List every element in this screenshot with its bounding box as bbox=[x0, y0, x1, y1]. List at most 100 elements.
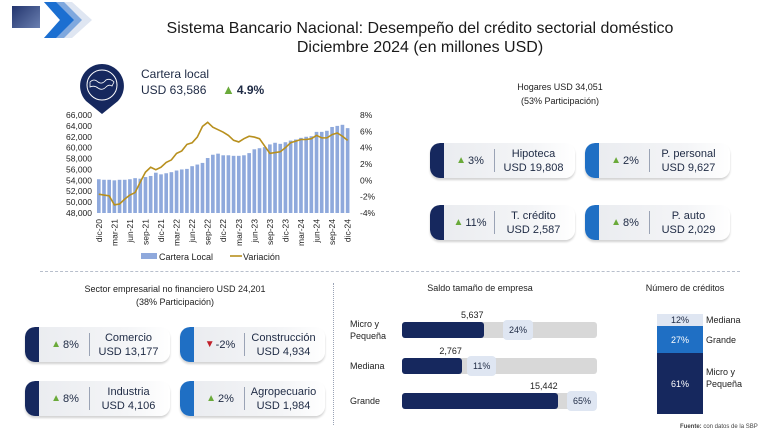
cartera-bar bbox=[252, 149, 257, 213]
y-left-tick: 52,000 bbox=[66, 186, 92, 196]
card-pct: 3% bbox=[468, 154, 484, 167]
cartera-bar bbox=[205, 158, 210, 213]
creditos-segment-label: 12% bbox=[670, 315, 689, 325]
cartera-bar bbox=[268, 144, 272, 213]
cartera-bar bbox=[262, 147, 267, 213]
cartera-bar bbox=[97, 179, 101, 213]
hogares-title: Hogares USD 34,051 bbox=[517, 82, 603, 92]
card-separator bbox=[494, 149, 495, 172]
saldo-category: Mediana bbox=[350, 361, 385, 371]
card-cap bbox=[430, 205, 444, 240]
cartera-bar bbox=[143, 177, 148, 213]
card-separator bbox=[494, 211, 495, 234]
card-pct: 2% bbox=[218, 392, 234, 405]
cartera-bar bbox=[288, 140, 293, 213]
card-amount: USD 4,106 bbox=[101, 400, 156, 412]
card-change: ▲ 2% bbox=[198, 381, 242, 416]
cartera-bar bbox=[309, 136, 314, 213]
empresarial-card: ▲ 2% Agropecuario USD 1,984 bbox=[180, 381, 325, 416]
card-change: ▼ -2% bbox=[198, 327, 242, 362]
logo-chevron-icon bbox=[44, 2, 94, 38]
legend-variacion: Variación bbox=[243, 252, 280, 262]
creditos-segment: 27% bbox=[657, 326, 703, 353]
empresarial-card: ▼ -2% Construcción USD 4,934 bbox=[180, 327, 325, 362]
saldo-value-label: 15,442 bbox=[530, 381, 558, 391]
cartera-bar bbox=[117, 179, 122, 213]
variacion-line bbox=[98, 121, 349, 206]
x-tick: mar-24 bbox=[296, 219, 306, 246]
card-change: ▲ 11% bbox=[448, 205, 492, 240]
cartera-bar bbox=[221, 155, 226, 213]
divider-horizontal bbox=[40, 271, 740, 272]
x-tick: jun-23 bbox=[249, 219, 259, 244]
cartera-bar bbox=[195, 164, 200, 213]
cartera-bar bbox=[174, 170, 179, 213]
creditos-segment-label: 61% bbox=[670, 378, 689, 389]
saldo-share-badge: 24% bbox=[503, 320, 534, 340]
cartera-bar bbox=[138, 178, 143, 213]
cartera-bar bbox=[304, 136, 308, 213]
cartera-bar bbox=[164, 173, 169, 213]
card-amount: USD 4,934 bbox=[256, 346, 311, 358]
x-tick: mar-21 bbox=[109, 219, 119, 246]
cartera-bar bbox=[200, 162, 205, 213]
hogares-card: ▲ 8% P. auto USD 2,029 bbox=[585, 205, 730, 240]
up-arrow-icon: ▲ bbox=[206, 393, 216, 404]
cartera-bar bbox=[299, 137, 303, 213]
saldo-category: Grande bbox=[350, 396, 381, 406]
card-name: Industria bbox=[107, 386, 150, 398]
creditos-category: Micro y Pequeña bbox=[706, 366, 743, 389]
hogares-card: ▲ 3% Hipoteca USD 19,808 bbox=[430, 143, 575, 178]
card-name: T. crédito bbox=[511, 210, 556, 222]
x-tick: dic-24 bbox=[343, 219, 353, 242]
saldo-title: Saldo tamaño de empresa bbox=[427, 283, 533, 293]
cartera-bar bbox=[148, 175, 153, 213]
cartera-amount: USD 63,586 bbox=[141, 83, 207, 97]
card-cap bbox=[585, 143, 599, 178]
down-arrow-icon: ▼ bbox=[204, 339, 215, 350]
card-cap bbox=[430, 143, 444, 178]
card-amount: USD 2,029 bbox=[661, 224, 716, 236]
y-right-tick: 4% bbox=[360, 143, 373, 153]
cartera-bar bbox=[133, 178, 137, 213]
saldo-bar bbox=[402, 358, 462, 374]
saldo-category: Micro y Pequeña bbox=[350, 319, 387, 341]
saldo-value-label: 2,767 bbox=[439, 346, 462, 356]
card-separator bbox=[649, 149, 650, 172]
divider-vertical bbox=[333, 283, 334, 425]
y-left-tick: 54,000 bbox=[66, 175, 92, 185]
x-tick: dic-20 bbox=[94, 219, 104, 242]
cartera-bar bbox=[102, 179, 106, 213]
card-separator bbox=[244, 387, 245, 410]
card-amount: USD 19,808 bbox=[503, 162, 564, 174]
hogares-card: ▲ 2% P. personal USD 9,627 bbox=[585, 143, 730, 178]
x-tick: sep-22 bbox=[203, 219, 213, 245]
card-name: P. personal bbox=[661, 148, 716, 160]
cartera-bar bbox=[242, 155, 246, 213]
cartera-bar bbox=[314, 131, 319, 213]
cartera-bar bbox=[231, 155, 236, 213]
y-left-tick: 58,000 bbox=[66, 154, 92, 164]
x-tick: mar-23 bbox=[234, 219, 244, 246]
up-arrow-icon: ▲ bbox=[222, 82, 235, 97]
y-left-tick: 66,000 bbox=[66, 110, 92, 120]
card-pct: 11% bbox=[465, 216, 487, 229]
card-cap bbox=[25, 381, 39, 416]
empresarial-card: ▲ 8% Comercio USD 13,177 bbox=[25, 327, 170, 362]
y-left-tick: 48,000 bbox=[66, 208, 92, 218]
saldo-bar bbox=[402, 322, 484, 338]
card-name: Construcción bbox=[251, 332, 316, 344]
legend-cartera: Cartera Local bbox=[159, 252, 213, 262]
x-tick: dic-21 bbox=[156, 219, 166, 242]
cartera-change-value: 4.9% bbox=[236, 83, 265, 97]
card-name: Hipoteca bbox=[511, 148, 556, 160]
card-separator bbox=[649, 211, 650, 234]
creditos-category: Mediana bbox=[706, 315, 741, 325]
saldo-value-label: 5,637 bbox=[461, 310, 484, 320]
x-tick: jun-24 bbox=[312, 219, 322, 244]
x-tick: jun-21 bbox=[125, 219, 135, 244]
creditos-title: Número de créditos bbox=[645, 283, 725, 293]
x-tick: dic-23 bbox=[280, 219, 290, 242]
empresarial-subtitle: (38% Participación) bbox=[135, 297, 215, 307]
cartera-bar bbox=[335, 125, 340, 213]
